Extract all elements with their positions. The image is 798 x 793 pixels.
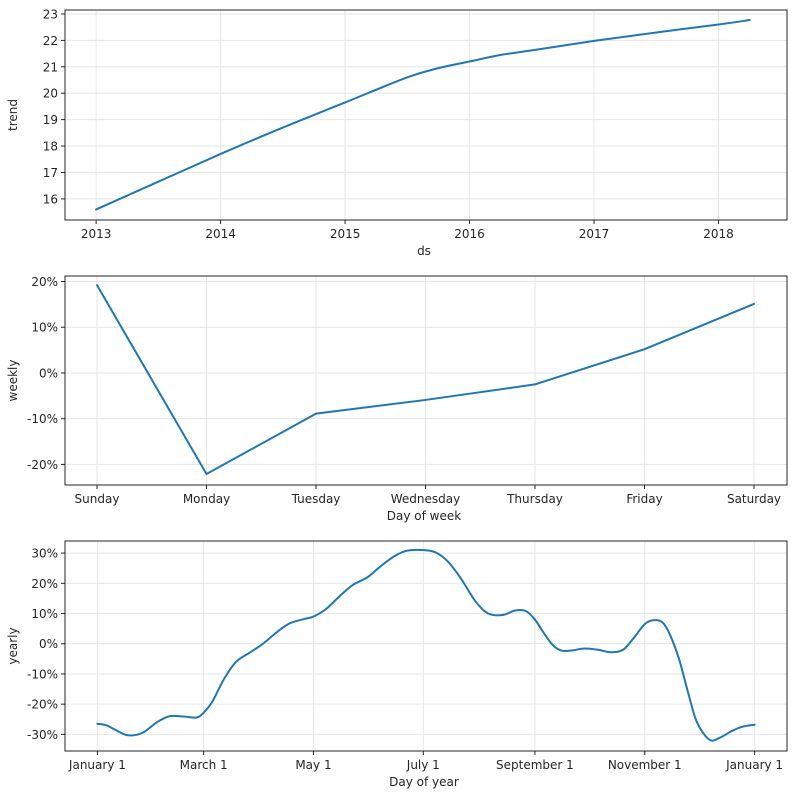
weekly-panel: Sunday Monday Tuesday Wednesday Thursday Frid… [6, 275, 788, 523]
yearly-x-tick-label: November 1 [608, 758, 682, 772]
trend-gridlines [65, 10, 787, 220]
yearly-y-tick-label: 10% [31, 607, 58, 621]
trend-x-tick-label: 2013 [81, 227, 112, 241]
weekly-y-tick-label: 0% [39, 366, 58, 380]
yearly-plot-frame [64, 540, 788, 752]
trend-x-tick-label: 2016 [454, 227, 485, 241]
yearly-x-tick-label: July 1 [406, 758, 440, 772]
trend-y-ticks: 16 17 18 19 20 21 22 23 [43, 7, 65, 206]
weekly-y-tick-label: 10% [31, 321, 58, 335]
weekly-y-tick-label: -10% [27, 412, 58, 426]
weekly-x-tick-label: Saturday [727, 492, 781, 506]
yearly-x-ticks: January 1 March 1 May 1 July 1 September 1 No… [68, 751, 783, 772]
yearly-y-tick-label: 0% [39, 637, 58, 651]
weekly-x-ticks: Sunday Monday Tuesday Wednesday Thursday Frid… [75, 485, 781, 506]
trend-y-tick-label: 21 [43, 60, 58, 74]
trend-x-tick-label: 2014 [205, 227, 236, 241]
trend-x-tick-label: 2018 [703, 227, 734, 241]
weekly-x-tick-label: Sunday [75, 492, 120, 506]
yearly-y-ticks: -30% -20% -10% 0% 10% 20% 30% [27, 547, 65, 742]
weekly-gridlines [65, 276, 787, 485]
trend-panel: 2013 2014 2015 2016 2017 2018 16 17 18 19 20 21 22 2… [6, 7, 788, 258]
trend-x-axis-label: ds [417, 244, 431, 258]
weekly-line [96, 284, 755, 476]
weekly-x-tick-label: Tuesday [291, 492, 341, 506]
yearly-x-tick-label: January 1 [68, 758, 126, 772]
trend-y-tick-label: 23 [43, 7, 58, 21]
yearly-y-tick-label: -20% [27, 698, 58, 712]
weekly-y-tick-label: -20% [27, 458, 58, 472]
yearly-y-axis-label: yearly [6, 627, 20, 664]
weekly-x-tick-label: Friday [626, 492, 662, 506]
trend-y-tick-label: 16 [43, 192, 58, 206]
yearly-x-tick-label: September 1 [496, 758, 574, 772]
weekly-x-tick-label: Monday [183, 492, 230, 506]
trend-y-tick-label: 20 [43, 87, 58, 101]
yearly-x-tick-label: May 1 [295, 758, 331, 772]
yearly-y-tick-label: 20% [31, 577, 58, 591]
trend-plot-frame [64, 9, 788, 221]
weekly-y-tick-label: 20% [31, 275, 58, 289]
yearly-y-tick-label: -10% [27, 667, 58, 681]
yearly-y-tick-label: 30% [31, 547, 58, 561]
yearly-x-tick-label: January 1 [725, 758, 783, 772]
trend-y-axis-label: trend [6, 99, 20, 131]
weekly-y-axis-label: weekly [6, 360, 20, 402]
weekly-y-ticks: -20% -10% 0% 10% 20% [27, 275, 65, 472]
weekly-x-tick-label: Thursday [506, 492, 563, 506]
trend-y-tick-label: 18 [43, 140, 58, 154]
weekly-x-tick-label: Wednesday [391, 492, 460, 506]
trend-x-tick-label: 2015 [330, 227, 361, 241]
yearly-y-tick-label: -30% [27, 728, 58, 742]
yearly-line [96, 548, 756, 742]
yearly-panel: January 1 March 1 May 1 July 1 September 1 No… [6, 540, 788, 789]
yearly-x-tick-label: March 1 [180, 758, 228, 772]
weekly-x-axis-label: Day of week [387, 509, 461, 523]
trend-y-tick-label: 19 [43, 113, 58, 127]
yearly-x-axis-label: Day of year [389, 775, 459, 789]
trend-line [95, 19, 751, 211]
yearly-gridlines [65, 541, 787, 751]
trend-x-ticks: 2013 2014 2015 2016 2017 2018 [81, 220, 734, 241]
trend-x-tick-label: 2017 [579, 227, 610, 241]
trend-y-tick-label: 17 [43, 166, 58, 180]
trend-y-tick-label: 22 [43, 34, 58, 48]
